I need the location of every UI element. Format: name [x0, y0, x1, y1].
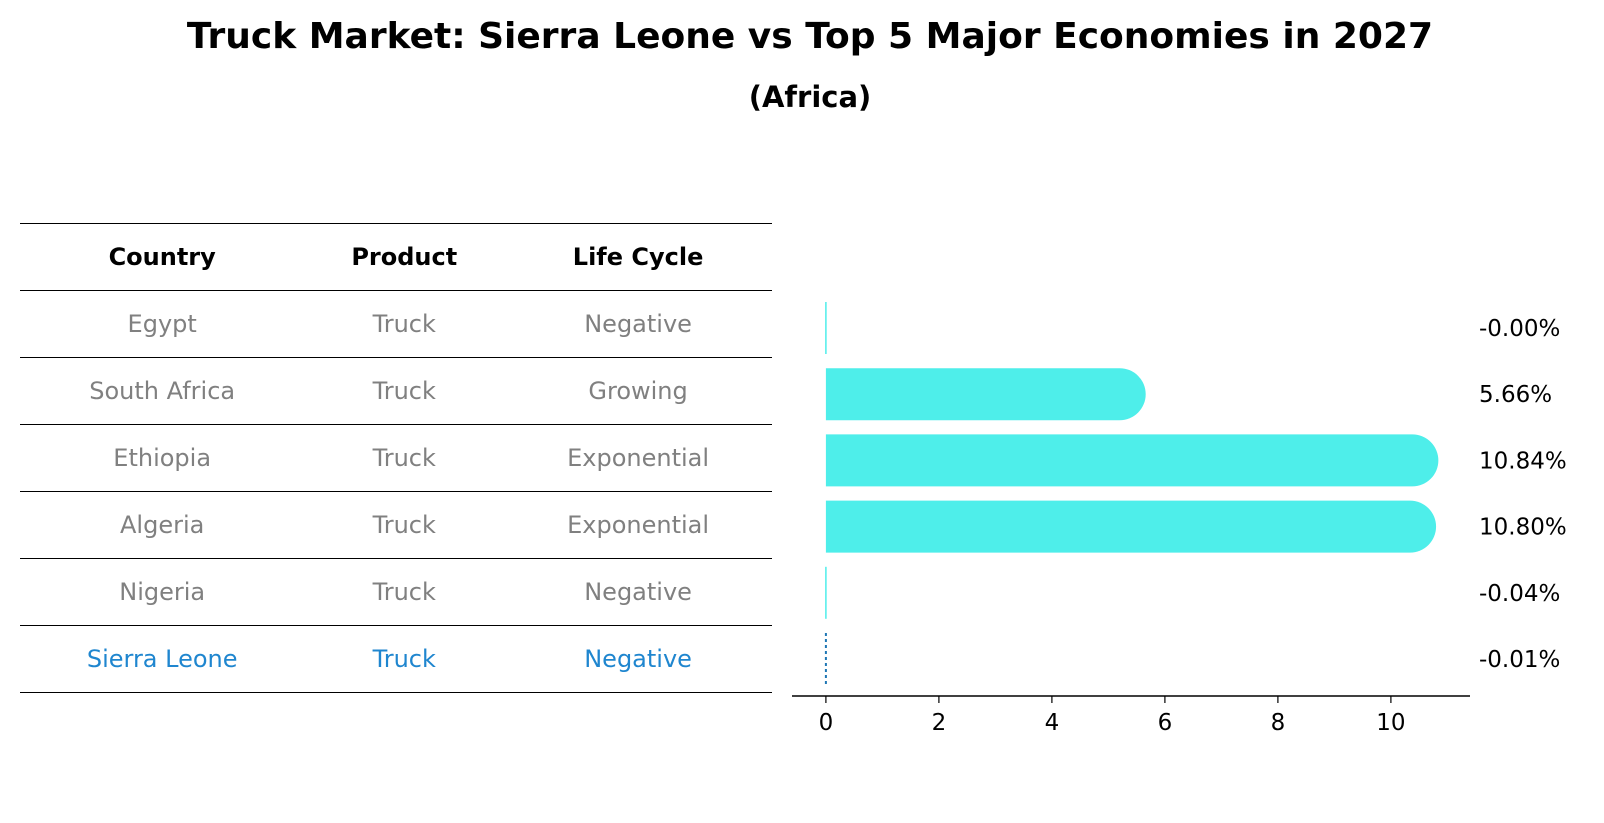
- cell-product: Truck: [304, 424, 505, 492]
- cell-country: Nigeria: [20, 558, 305, 626]
- header-product: Product: [304, 223, 505, 291]
- chart-title: Truck Market: Sierra Leone vs Top 5 Majo…: [186, 16, 1434, 57]
- cell-product: Truck: [304, 625, 505, 693]
- cell-life-cycle: Negative: [504, 558, 772, 626]
- x-tick-label-1: 2: [932, 710, 947, 736]
- value-label-4: -0.04%: [1479, 581, 1560, 607]
- value-label-3: 10.80%: [1479, 515, 1567, 541]
- table-row: Nigeria Truck Negative: [20, 558, 772, 626]
- cell-product: Truck: [304, 491, 505, 559]
- table-row-highlight: Sierra Leone Truck Negative: [20, 625, 772, 693]
- cell-country: Algeria: [20, 491, 305, 559]
- cell-product: Truck: [304, 290, 505, 358]
- table-row: Ethiopia Truck Exponential: [20, 424, 772, 492]
- x-tick-label-3: 6: [1158, 710, 1173, 736]
- cell-product: Truck: [304, 558, 505, 626]
- value-label-2: 10.84%: [1479, 448, 1567, 474]
- cell-country: Ethiopia: [20, 424, 305, 492]
- table-row: South Africa Truck Growing: [20, 357, 772, 425]
- x-tick-label-2: 4: [1045, 710, 1060, 736]
- cell-product: Truck: [304, 357, 505, 425]
- x-tick-label-4: 8: [1271, 710, 1286, 736]
- header-life-cycle: Life Cycle: [504, 223, 772, 291]
- table-row: Algeria Truck Exponential: [20, 491, 772, 559]
- bar-3: [825, 500, 1437, 553]
- x-tick-label-5: 10: [1376, 710, 1405, 736]
- cell-country: Sierra Leone: [20, 625, 305, 693]
- cell-life-cycle: Exponential: [504, 491, 772, 559]
- cell-life-cycle: Negative: [504, 625, 772, 693]
- cell-life-cycle: Exponential: [504, 424, 772, 492]
- value-label-5: -0.01%: [1479, 647, 1560, 673]
- cell-country: Egypt: [20, 290, 305, 358]
- value-label-0: -0.00%: [1479, 316, 1560, 342]
- cell-life-cycle: Growing: [504, 357, 772, 425]
- table-row: Egypt Truck Negative: [20, 290, 772, 358]
- chart-subtitle: (Africa): [748, 80, 872, 114]
- cell-life-cycle: Negative: [504, 290, 772, 358]
- table-header-row: Country Product Life Cycle: [20, 223, 772, 291]
- x-tick-label-0: 0: [819, 710, 834, 736]
- bar-2: [825, 434, 1439, 487]
- bar-1: [825, 368, 1146, 421]
- cell-country: South Africa: [20, 357, 305, 425]
- header-country: Country: [20, 223, 305, 291]
- value-label-1: 5.66%: [1479, 382, 1552, 408]
- life-cycle-table: Country Product Life Cycle Egypt Truck N…: [20, 223, 772, 693]
